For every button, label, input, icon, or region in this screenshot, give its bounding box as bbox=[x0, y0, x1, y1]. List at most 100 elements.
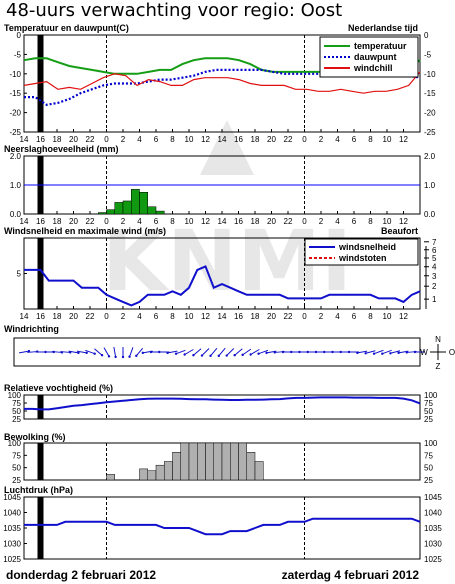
y-tick-label: 1035 bbox=[3, 524, 21, 533]
x-tick-label: 0 bbox=[302, 135, 307, 144]
x-tick-label: 18 bbox=[251, 135, 260, 144]
y-tick-label: 50 bbox=[12, 407, 21, 416]
compass-label-w: W bbox=[420, 348, 428, 357]
wind-arrow-head bbox=[85, 351, 88, 355]
cloud-bar bbox=[221, 442, 231, 481]
cloud-bar bbox=[238, 442, 247, 481]
wind-arrow-head bbox=[141, 351, 145, 355]
y-tick-label-right: -15 bbox=[424, 89, 436, 98]
y-tick-label: -10 bbox=[9, 70, 21, 79]
legend-box bbox=[304, 238, 419, 266]
x-tick-label: 10 bbox=[383, 312, 392, 321]
x-tick-label: 20 bbox=[69, 135, 78, 144]
cloud-bar bbox=[254, 461, 264, 481]
wind-arrow-head bbox=[114, 355, 117, 359]
x-tick-label: 14 bbox=[20, 312, 29, 321]
y-tick-label-right: -20 bbox=[424, 109, 436, 118]
x-tick-label: 16 bbox=[36, 312, 45, 321]
wind-arrow bbox=[128, 347, 134, 358]
x-tick-label: 4 bbox=[137, 217, 142, 226]
x-tick-label: 4 bbox=[335, 312, 340, 321]
x-tick-label: 8 bbox=[368, 135, 373, 144]
x-tick-label: 12 bbox=[201, 217, 210, 226]
x-tick-label: 8 bbox=[368, 312, 373, 321]
panel-title-humidity: Relatieve vochtigheid (%) bbox=[4, 383, 113, 393]
x-tick-label: 22 bbox=[284, 312, 293, 321]
cloud-bar bbox=[246, 452, 256, 481]
x-tick-label: 14 bbox=[218, 135, 227, 144]
wind-arrow-head bbox=[135, 354, 138, 358]
wind-arrow-head bbox=[257, 352, 260, 355]
legend-label: temperatuur bbox=[354, 41, 407, 51]
x-tick-label: 4 bbox=[137, 312, 142, 321]
wind-arrow-shaft bbox=[129, 347, 134, 357]
wind-arrow bbox=[413, 350, 425, 354]
wind-arrow bbox=[372, 349, 384, 355]
wind-arrow-shaft bbox=[218, 347, 226, 357]
y-tick-label-right: 25 bbox=[424, 476, 433, 485]
x-tick-label: 0 bbox=[104, 312, 109, 321]
wind-arrow-shaft bbox=[258, 349, 269, 355]
legend-label: windstoten bbox=[338, 253, 387, 263]
cloud-bar bbox=[147, 470, 157, 481]
wind-arrow-head bbox=[347, 350, 351, 354]
wind-arrow-head bbox=[356, 351, 359, 355]
x-tick-label: 8 bbox=[170, 217, 175, 226]
y-tick-label-right: 0.0 bbox=[424, 210, 436, 219]
x-tick-label: 16 bbox=[234, 217, 243, 226]
y-tick-label-right: 1025 bbox=[424, 555, 442, 564]
y-tick-label: -15 bbox=[9, 89, 21, 98]
wind-arrow bbox=[225, 348, 235, 357]
wind-arrow bbox=[233, 348, 243, 357]
x-tick-label: 2 bbox=[319, 312, 324, 321]
y-tick-label: 75 bbox=[12, 399, 21, 408]
cloud-bar bbox=[155, 464, 165, 481]
x-tick-label: 8 bbox=[368, 217, 373, 226]
series-line-humidity bbox=[24, 396, 421, 411]
x-tick-label: 16 bbox=[234, 135, 243, 144]
wind-arrow-head bbox=[166, 351, 169, 355]
wind-arrow bbox=[192, 348, 202, 357]
wind-arrow-head bbox=[314, 350, 318, 354]
wind-arrow bbox=[135, 347, 144, 358]
cloud-bar bbox=[106, 474, 115, 481]
compass-label-n: N bbox=[435, 335, 441, 344]
y-tick-label-right: 1035 bbox=[424, 524, 442, 533]
x-tick-label: 4 bbox=[335, 135, 340, 144]
wind-arrow-head bbox=[158, 350, 161, 354]
current-time-marker bbox=[37, 395, 44, 419]
y-tick-label-right: 2.0 bbox=[424, 152, 436, 161]
wind-arrow-head bbox=[77, 351, 80, 355]
wind-arrow-shaft bbox=[167, 350, 178, 354]
x-tick-label: 20 bbox=[267, 135, 276, 144]
beaufort-tick-label: 3 bbox=[432, 272, 437, 281]
precip-bar bbox=[106, 209, 115, 215]
wind-arrow-head bbox=[323, 350, 326, 354]
wind-arrow-shaft bbox=[68, 350, 79, 354]
x-tick-label: 20 bbox=[69, 312, 78, 321]
wind-arrow-head bbox=[364, 352, 367, 355]
beaufort-tick-label: 7 bbox=[432, 238, 437, 247]
x-tick-label: 12 bbox=[399, 217, 408, 226]
x-tick-label: 22 bbox=[86, 312, 95, 321]
x-tick-label: 22 bbox=[284, 135, 293, 144]
beaufort-tick-label: 2 bbox=[432, 282, 437, 291]
panel-title-wind-direction: Windrichting bbox=[4, 324, 59, 334]
wind-arrow bbox=[200, 348, 210, 357]
x-tick-label: 10 bbox=[185, 217, 194, 226]
cloud-bar bbox=[230, 442, 239, 481]
wind-arrow-head bbox=[174, 352, 178, 355]
x-tick-label: 16 bbox=[36, 135, 45, 144]
panel-title-temperature: Temperatuur en dauwpunt(C) bbox=[4, 23, 129, 33]
x-tick-label: 18 bbox=[53, 217, 62, 226]
wind-arrow-head bbox=[192, 354, 195, 357]
wind-arrow-head bbox=[397, 351, 400, 355]
wind-arrow-shaft bbox=[175, 349, 186, 355]
panel-title-cloud-cover: Bewolking (%) bbox=[4, 432, 66, 442]
x-tick-label: 6 bbox=[352, 312, 357, 321]
wind-arrow-head bbox=[298, 350, 301, 354]
cloud-bar bbox=[205, 442, 214, 481]
y-tick-label: 1025 bbox=[3, 555, 21, 564]
wind-arrow bbox=[166, 350, 178, 355]
